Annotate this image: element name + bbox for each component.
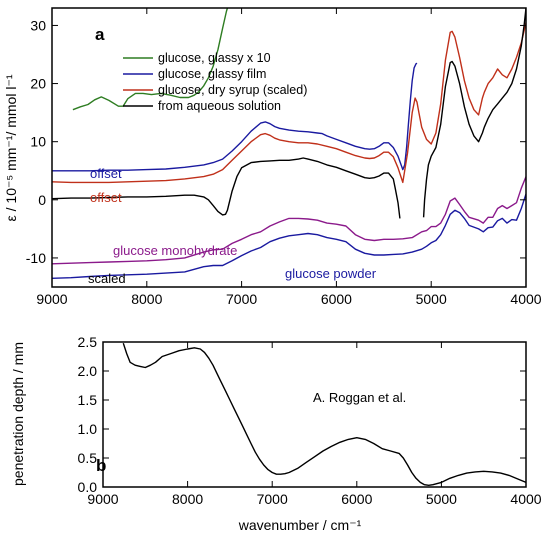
panel-a-series-glucose-monohydrate-5 [52, 176, 526, 265]
panel-a-ylabel: ε / 10⁻⁵ mm⁻¹/ mmol l⁻¹ [3, 74, 19, 221]
panel-b-xtick-label: 7000 [257, 491, 288, 507]
panel-b-ytick-label: 1.5 [78, 392, 98, 408]
panel-b-ytick-label: 1.0 [78, 421, 98, 437]
panel-b-xtick-label: 8000 [172, 491, 203, 507]
panel-b-series-group [122, 342, 526, 486]
legend-label-glassy-x10: glucose, glassy x 10 [158, 51, 271, 65]
panel-a-xtick-label: 4000 [510, 291, 541, 307]
panel-a-series-glucose-glassy-film-1 [52, 62, 418, 172]
panel-a-xtick-label: 9000 [36, 291, 67, 307]
panel-a-series-glucose-glassy-x-10-0 [72, 8, 229, 111]
annotation-roggan: A. Roggan et al. [313, 390, 406, 405]
panel-b-ytick-label: 2.0 [78, 363, 98, 379]
panel-b-ytick-label: 0.0 [78, 479, 98, 495]
panel-b-frame [102, 341, 527, 488]
panel-b-label: b [96, 456, 106, 475]
annotation-offset-blue: offset [90, 166, 122, 181]
panel-a-ytick-label: 10 [30, 134, 46, 150]
panel-a-series-glucose-dry-syrup-scaled-2 [52, 22, 526, 184]
panel-b: 9000 8000 7000 6000 5000 4000 0.0 0.5 1.0 1.5 2.0 2… [10, 334, 542, 533]
annotation-offset-red: offset [90, 190, 122, 205]
panel-a-ytick-label: 30 [30, 17, 46, 33]
legend-label-aqueous: from aqueous solution [158, 99, 281, 113]
panel-a-ytick-label: 20 [30, 76, 46, 92]
panel-b-xtick-label: 6000 [341, 491, 372, 507]
annotation-glucose-monohydrate: glucose monohydrate [113, 243, 237, 258]
panel-a-series-glucose-powder-6 [52, 193, 526, 279]
panel-b-ticks: 9000 8000 7000 6000 5000 4000 0.0 0.5 1.0 1.5 2.0 2… [78, 334, 542, 507]
legend-label-dry-syrup: glucose, dry syrup (scaled) [158, 83, 307, 97]
panel-b-ylabel: penetration depth / mm [10, 342, 26, 486]
panel-a-label: a [95, 25, 105, 44]
panel-a-ytick-label: 0 [38, 192, 46, 208]
annotation-scaled: scaled [88, 271, 126, 286]
panel-a-ticks: 9000 8000 7000 6000 5000 4000 -10 0 10 20 30 [26, 8, 542, 307]
panel-a-xtick-label: 8000 [131, 291, 162, 307]
panel-a-xtick-label: 7000 [226, 291, 257, 307]
panel-b-xtick-label: 9000 [87, 491, 118, 507]
panel-a-ytick-label: -10 [26, 250, 46, 266]
panel-a-xtick-label: 5000 [416, 291, 447, 307]
legend-label-glassy-film: glucose, glassy film [158, 67, 266, 81]
panel-b-series-line-0 [122, 342, 526, 486]
panel-b-xlabel: wavenumber / cm⁻¹ [238, 517, 362, 533]
panel-a-series-group [52, 8, 526, 279]
annotation-glucose-powder: glucose powder [285, 266, 377, 281]
panel-b-xtick-label: 4000 [510, 491, 541, 507]
panel-a-series-from-aqueous-solution-3 [52, 157, 401, 219]
legend: glucose, glassy x 10 glucose, glassy fil… [123, 51, 307, 113]
panel-b-ytick-label: 0.5 [78, 450, 98, 466]
panel-a-xtick-label: 6000 [321, 291, 352, 307]
panel-b-xtick-label: 5000 [426, 491, 457, 507]
panel-a: 9000 8000 7000 6000 5000 4000 -10 0 10 20 30 a glu… [3, 7, 542, 307]
panel-b-ytick-label: 2.5 [78, 334, 98, 350]
panel-a-series-from-aqueous-solution-4 [422, 8, 526, 218]
panel-a-frame [51, 7, 527, 288]
